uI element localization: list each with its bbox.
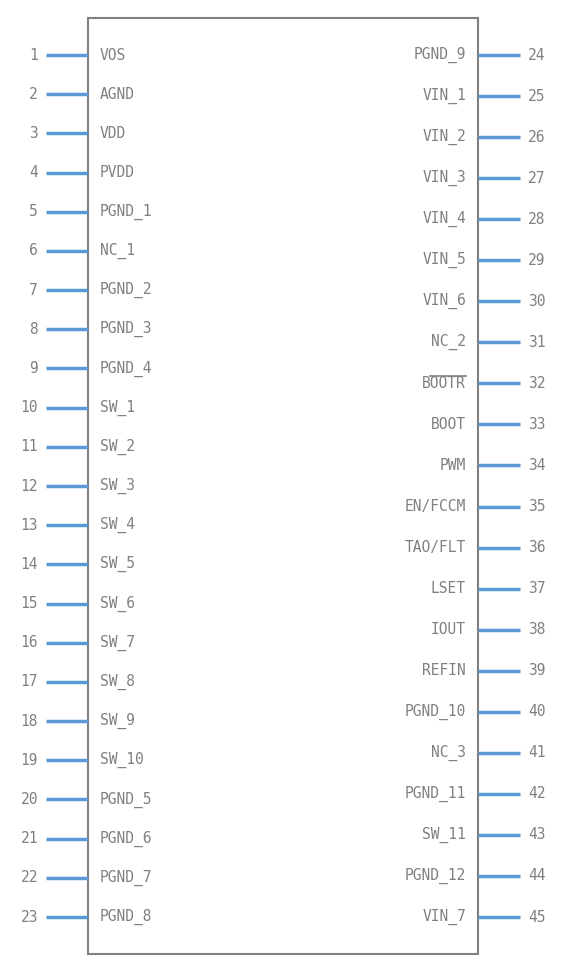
Text: 42: 42 [528,786,545,801]
Text: 16: 16 [20,636,38,650]
Text: PWM: PWM [440,458,466,473]
Text: VIN_3: VIN_3 [422,170,466,187]
Text: 6: 6 [29,243,38,259]
Text: 43: 43 [528,827,545,843]
Text: 2: 2 [29,87,38,102]
Text: TAO/FLT: TAO/FLT [405,540,466,555]
Text: BOOT: BOOT [431,417,466,432]
Text: 31: 31 [528,334,545,350]
Text: PGND_10: PGND_10 [405,704,466,720]
Text: SW_4: SW_4 [100,517,135,534]
Text: 45: 45 [528,910,545,924]
Text: PVDD: PVDD [100,165,135,180]
Text: SW_1: SW_1 [100,399,135,416]
Text: 34: 34 [528,458,545,473]
Text: 18: 18 [20,713,38,729]
Text: SW_11: SW_11 [422,827,466,843]
Text: 21: 21 [20,831,38,847]
Text: SW_3: SW_3 [100,478,135,494]
Text: PGND_8: PGND_8 [100,909,152,925]
Text: REFIN: REFIN [422,663,466,678]
Text: VIN_4: VIN_4 [422,211,466,227]
Text: PGND_9: PGND_9 [414,47,466,63]
Text: NC_3: NC_3 [431,745,466,761]
Text: SW_7: SW_7 [100,635,135,651]
Text: 30: 30 [528,294,545,309]
Text: PGND_3: PGND_3 [100,321,152,337]
Text: 5: 5 [29,204,38,220]
Text: 32: 32 [528,376,545,391]
Text: IOUT: IOUT [431,622,466,638]
Text: 4: 4 [29,165,38,180]
Text: VDD: VDD [100,125,126,141]
Text: 37: 37 [528,581,545,596]
Text: 15: 15 [20,596,38,611]
Bar [88,18,478,954]
Text: VIN_1: VIN_1 [422,87,466,104]
Text: VIN_5: VIN_5 [422,252,466,268]
Text: 39: 39 [528,663,545,678]
Text: SW_2: SW_2 [100,438,135,455]
Text: 10: 10 [20,400,38,415]
Text: 23: 23 [20,910,38,924]
Text: VIN_6: VIN_6 [422,294,466,309]
Text: PGND_4: PGND_4 [100,361,152,376]
Text: PGND_2: PGND_2 [100,282,152,298]
Text: NC_2: NC_2 [431,334,466,351]
Text: PGND_5: PGND_5 [100,791,152,808]
Text: 19: 19 [20,752,38,768]
Text: 25: 25 [528,88,545,104]
Text: 44: 44 [528,868,545,884]
Text: 38: 38 [528,622,545,638]
Text: 22: 22 [20,870,38,885]
Text: 29: 29 [528,253,545,267]
Text: 14: 14 [20,557,38,572]
Text: PGND_1: PGND_1 [100,203,152,220]
Text: 17: 17 [20,675,38,689]
Text: SW_8: SW_8 [100,674,135,690]
Text: 1: 1 [29,48,38,62]
Text: SW_9: SW_9 [100,713,135,729]
Text: 11: 11 [20,439,38,454]
Text: 9: 9 [29,361,38,376]
Text: 27: 27 [528,171,545,186]
Text: SW_6: SW_6 [100,596,135,611]
Text: VIN_2: VIN_2 [422,129,466,145]
Text: 28: 28 [528,212,545,226]
Text: 36: 36 [528,540,545,555]
Text: PGND_7: PGND_7 [100,870,152,885]
Text: 24: 24 [528,48,545,62]
Text: 26: 26 [528,129,545,145]
Text: SW_5: SW_5 [100,556,135,573]
Text: 3: 3 [29,125,38,141]
Text: VOS: VOS [100,48,126,62]
Text: 41: 41 [528,746,545,760]
Text: PGND_11: PGND_11 [405,785,466,802]
Text: EN/FCCM: EN/FCCM [405,499,466,514]
Text: 35: 35 [528,499,545,514]
Text: NC_1: NC_1 [100,243,135,259]
Text: 33: 33 [528,417,545,432]
Text: VIN_7: VIN_7 [422,909,466,925]
Text: PGND_12: PGND_12 [405,868,466,885]
Text: PGND_6: PGND_6 [100,830,152,847]
Text: 20: 20 [20,792,38,807]
Text: 7: 7 [29,283,38,297]
Text: 13: 13 [20,518,38,533]
Text: LSET: LSET [431,581,466,596]
Text: AGND: AGND [100,87,135,102]
Text: BOOTR: BOOTR [422,376,466,391]
Text: 12: 12 [20,478,38,494]
Text: SW_10: SW_10 [100,752,144,769]
Text: 8: 8 [29,322,38,336]
Text: 40: 40 [528,705,545,719]
